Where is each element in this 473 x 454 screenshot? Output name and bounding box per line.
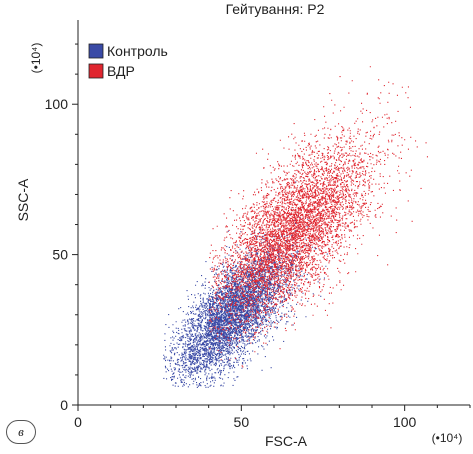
x-unit-label: (•10⁴) (432, 431, 463, 445)
legend-swatch-2 (88, 63, 104, 79)
x-tick-label-100: 100 (393, 414, 417, 430)
y-tick-label-50: 50 (52, 247, 68, 263)
x-tick-label-50: 50 (234, 414, 250, 430)
y-tick-label-100: 100 (45, 96, 69, 112)
legend-swatch-1 (88, 43, 104, 59)
chart-title: Гейтування: P2 (226, 1, 325, 17)
series-1-points (163, 181, 328, 388)
panel-label: в (6, 420, 36, 444)
series-2-dots (208, 66, 428, 368)
legend-label-1: Контроль (107, 43, 168, 59)
y-axis-label: SSC-A (15, 178, 31, 221)
legend: Контроль ВДР (88, 43, 168, 79)
axes: 0 50 100 0 50 100 (45, 20, 471, 430)
x-axis-label: FSC-A (265, 433, 308, 449)
y-tick-label-0: 0 (60, 397, 68, 413)
series-1-dots (163, 181, 328, 388)
series-2-points (208, 66, 428, 368)
y-unit-label: (•10⁴) (29, 43, 43, 74)
x-tick-label-0: 0 (74, 414, 82, 430)
scatter-points (163, 66, 428, 388)
legend-label-2: ВДР (107, 63, 135, 79)
